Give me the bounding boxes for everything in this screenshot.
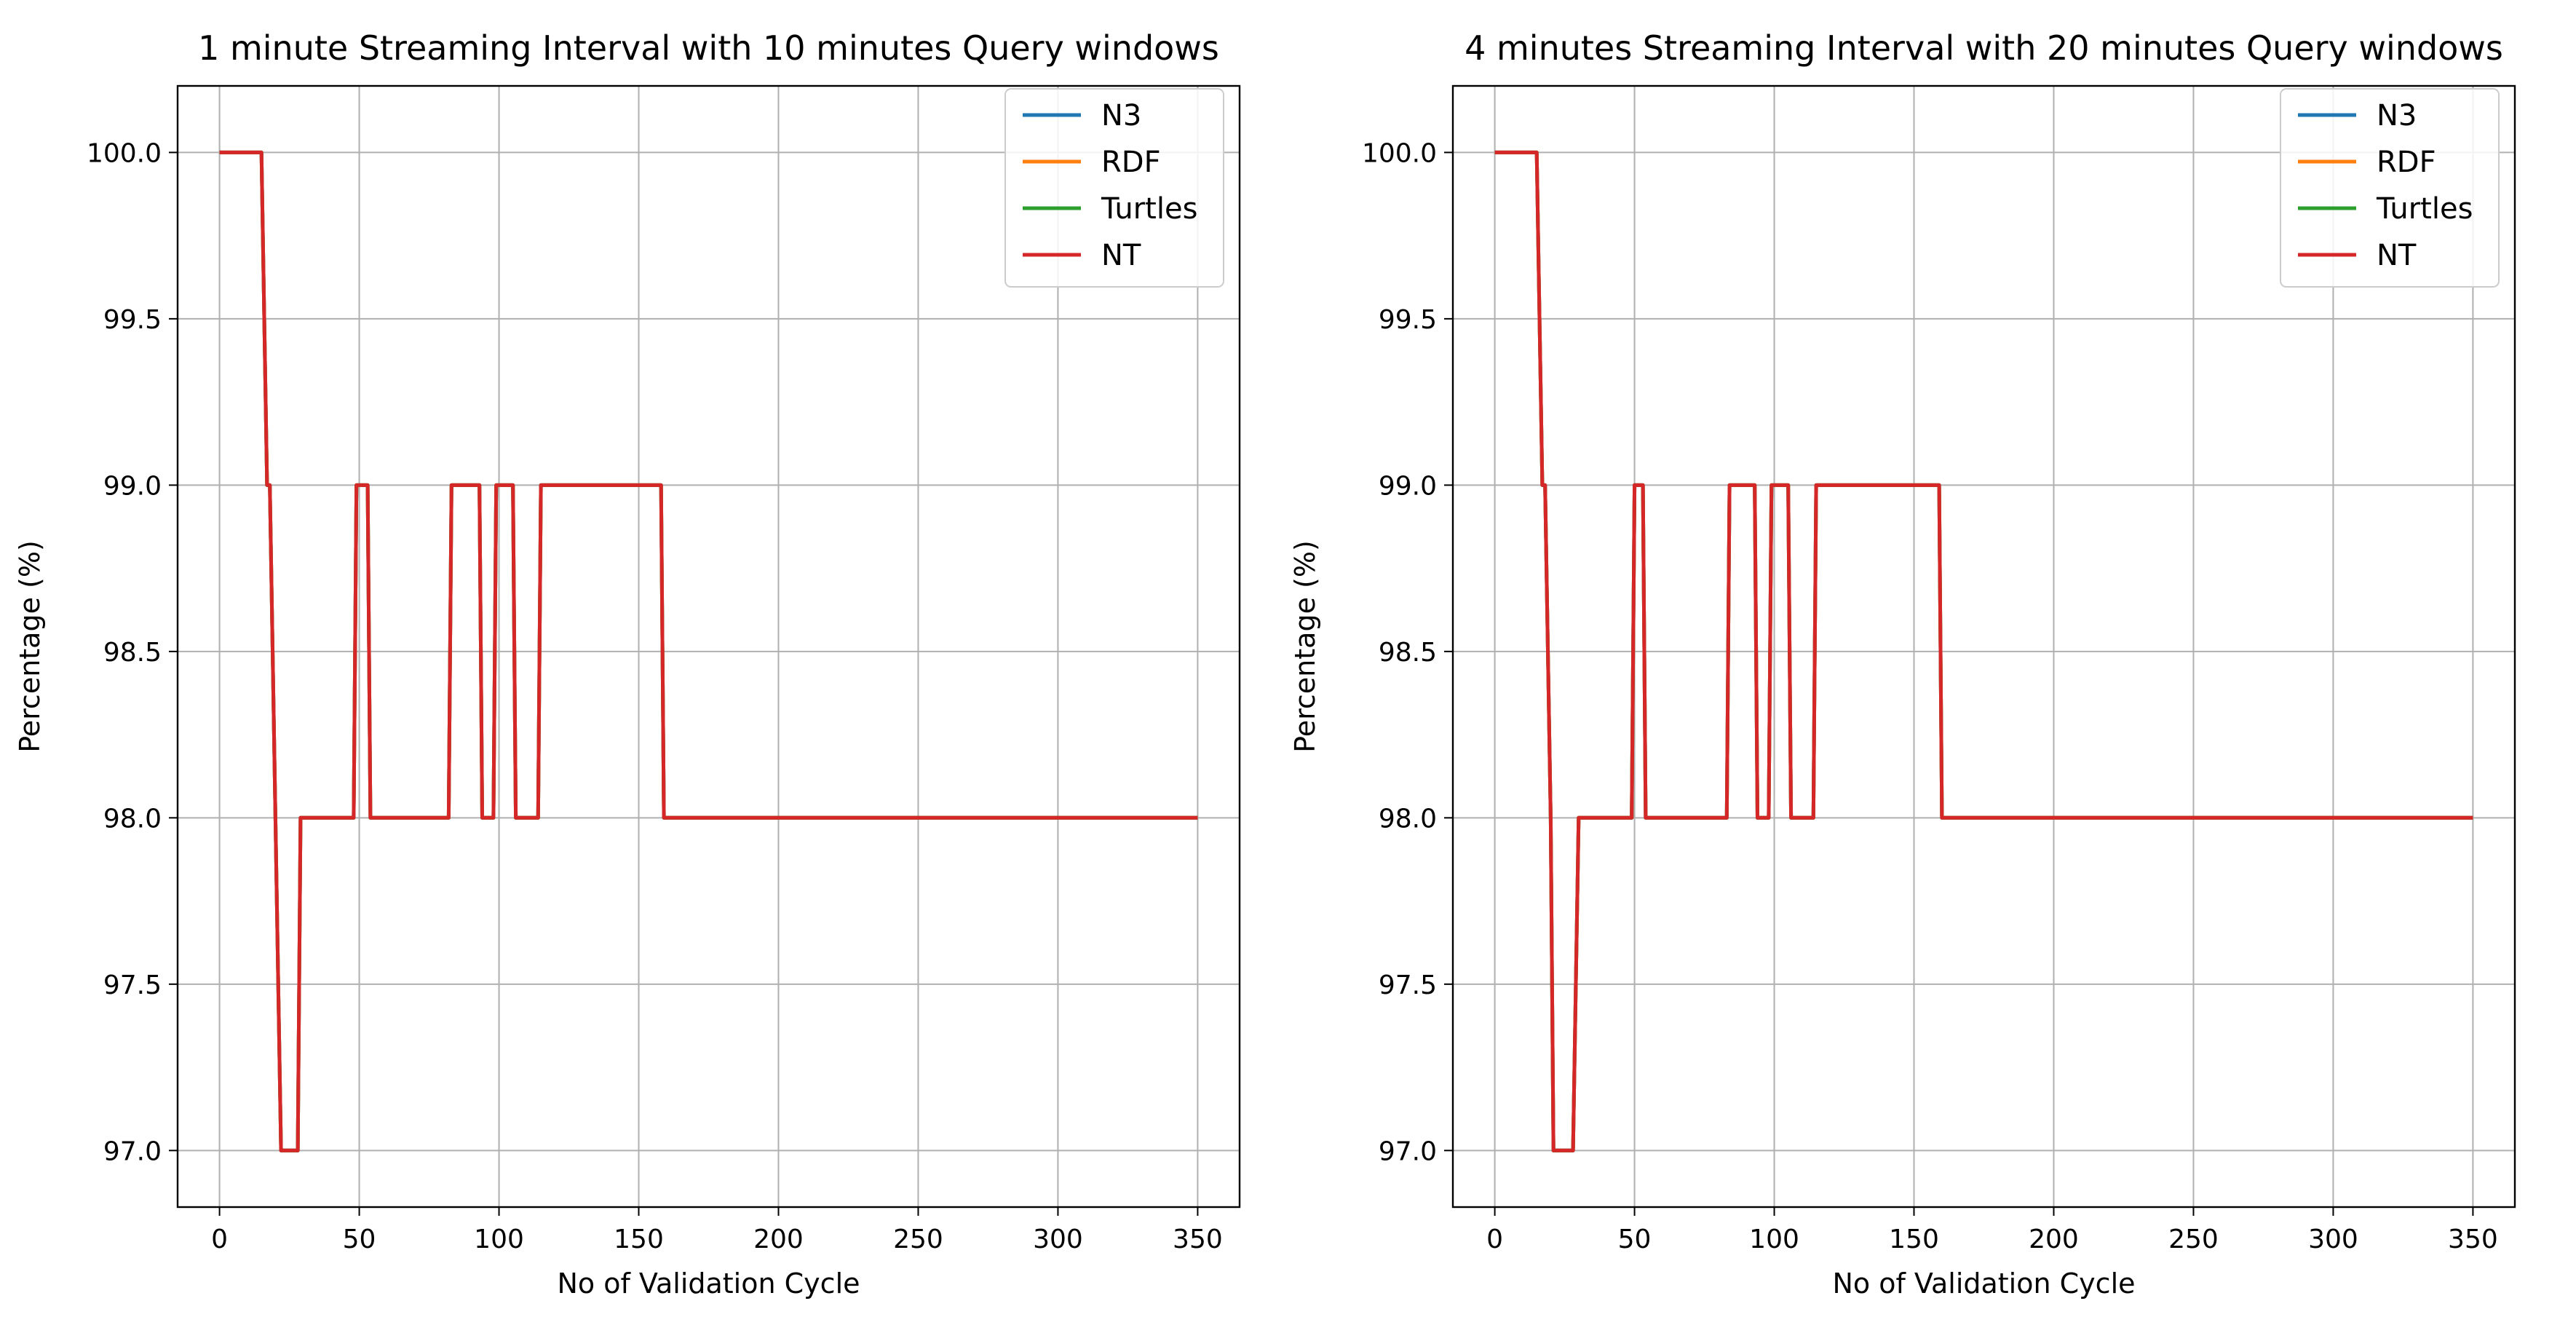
y-tick-label: 98.5 [103,638,162,668]
x-tick-label: 0 [1486,1225,1503,1254]
y-tick-label: 100.0 [87,138,162,168]
y-tick-label: 97.0 [1379,1136,1437,1166]
legend-label-nt: NT [1101,239,1141,272]
x-axis-label: No of Validation Cycle [557,1267,860,1300]
x-tick-label: 50 [343,1225,376,1254]
y-tick-label: 97.5 [103,970,162,1000]
chart-title: 4 minutes Streaming Interval with 20 min… [1465,28,2503,68]
x-tick-label: 100 [1749,1225,1799,1254]
x-tick-label: 50 [1618,1225,1652,1254]
y-tick-label: 99.0 [1379,471,1437,501]
y-tick-label: 99.5 [103,305,162,335]
y-axis-label: Percentage (%) [1289,540,1321,753]
legend-label-turtles: Turtles [1101,192,1197,226]
legend: N3 RDF Turtles NT [2280,88,2500,288]
y-tick-label: 98.0 [1379,804,1437,834]
chart-title: 1 minute Streaming Interval with 10 minu… [198,28,1219,68]
legend-label-nt: NT [2377,239,2417,272]
y-tick-label: 98.5 [1379,638,1437,668]
x-tick-label: 350 [1173,1225,1223,1254]
legend-label-n3: N3 [2377,99,2417,133]
chart-1: 0 50 100 150 200 250 300 350 97.0 97.5 98.0 98.5 99.… [14,28,1241,1300]
y-tick-label: 99.0 [103,471,162,501]
legend-label-rdf: RDF [1101,146,1161,179]
series-line-nt [219,150,1198,1152]
legend-label-n3: N3 [1101,99,1141,133]
y-axis-label: Percentage (%) [14,540,46,753]
x-tick-label: 150 [614,1225,664,1254]
x-tick-label: 0 [211,1225,228,1254]
legend-box [2280,88,2500,288]
legend: N3 RDF Turtles NT [1004,88,1224,288]
y-tick-label: 97.5 [1379,970,1437,1000]
chart-2: 0 50 100 150 200 250 300 350 97.0 97.5 98.0 98.5 99.… [1289,28,2516,1300]
x-tick-label: 250 [2168,1225,2219,1254]
y-tick-label: 100.0 [1362,138,1437,168]
x-tick-label: 250 [893,1225,943,1254]
x-tick-label: 150 [1889,1225,1939,1254]
x-axis-label: No of Validation Cycle [1832,1267,2135,1300]
x-tick-label: 350 [2448,1225,2498,1254]
plot-frame [176,84,1241,1209]
x-tick-label: 300 [1033,1225,1083,1254]
legend-box [1004,88,1224,288]
legend-label-rdf: RDF [2377,146,2436,179]
x-tick-label: 100 [474,1225,524,1254]
x-tick-label: 300 [2308,1225,2358,1254]
y-tick-label: 98.0 [103,804,162,834]
x-tick-label: 200 [2029,1225,2079,1254]
legend-label-turtles: Turtles [2376,192,2473,226]
y-tick-label: 97.0 [103,1136,162,1166]
y-tick-label: 99.5 [1379,305,1437,335]
x-tick-label: 200 [753,1225,804,1254]
series-line-nt [1494,150,2473,1152]
plot-frame [1451,84,2516,1209]
